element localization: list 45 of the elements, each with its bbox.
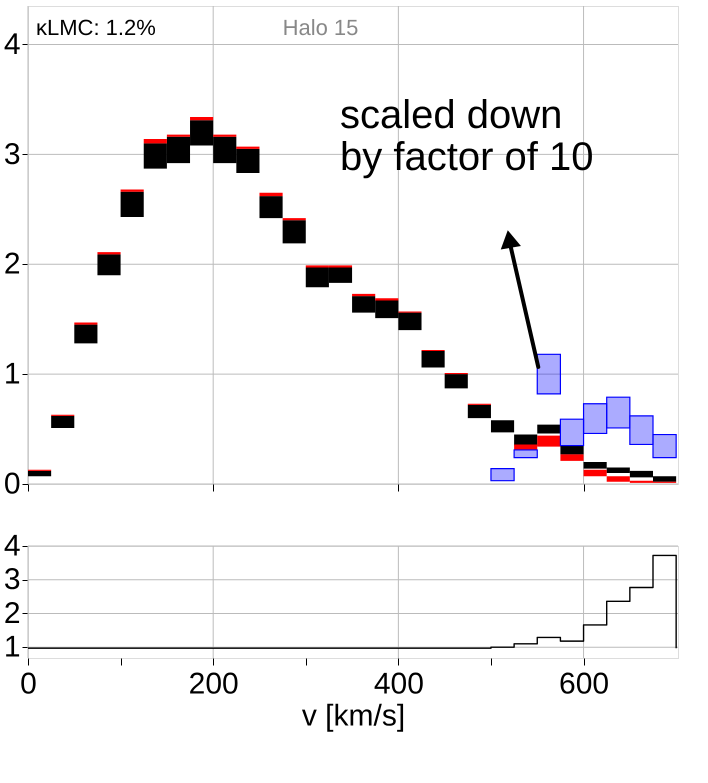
bar xyxy=(97,254,121,276)
annotation: κLMC: 1.2% xyxy=(36,15,156,40)
annotation: Halo 15 xyxy=(282,15,358,40)
annotation: scaled down by factor of 10 xyxy=(340,93,594,179)
bar xyxy=(120,192,144,217)
bar xyxy=(74,322,98,325)
bar xyxy=(490,468,515,482)
bar xyxy=(560,454,584,461)
bar xyxy=(51,416,74,428)
bar xyxy=(28,470,52,476)
y-tick-label: 1 xyxy=(4,358,20,391)
bar xyxy=(514,449,538,458)
bar xyxy=(444,374,468,388)
bar xyxy=(144,138,167,144)
bar xyxy=(514,434,538,446)
bar xyxy=(282,220,306,244)
y-tick-label: 4 xyxy=(4,28,20,61)
bar xyxy=(536,354,562,394)
bar xyxy=(259,196,283,218)
bar xyxy=(584,470,607,476)
y-tick-label: 2 xyxy=(4,248,20,281)
y-tick-label: 3 xyxy=(4,563,20,596)
bar xyxy=(582,403,608,434)
x-axis-title: v [km/s] xyxy=(302,700,406,732)
bar xyxy=(468,404,491,418)
bar xyxy=(606,396,630,429)
y-tick-label: 3 xyxy=(4,138,20,171)
bar xyxy=(190,116,214,120)
bar xyxy=(629,415,654,446)
bar xyxy=(490,420,514,432)
bar xyxy=(352,294,376,296)
bar xyxy=(422,351,445,368)
x-tick-label: 400 xyxy=(374,668,424,700)
bar xyxy=(560,418,584,446)
bar xyxy=(74,324,98,344)
bar xyxy=(652,434,677,458)
x-tick-label: 200 xyxy=(188,668,239,700)
y-tick-label: 1 xyxy=(4,630,20,664)
bar xyxy=(537,424,560,434)
y-tick-label: 4 xyxy=(4,530,20,562)
y-tick-label: 0 xyxy=(4,468,20,500)
bar xyxy=(259,192,283,196)
bar xyxy=(560,446,584,454)
x-tick-label: 600 xyxy=(559,668,610,700)
y-tick-label: 2 xyxy=(4,596,20,630)
